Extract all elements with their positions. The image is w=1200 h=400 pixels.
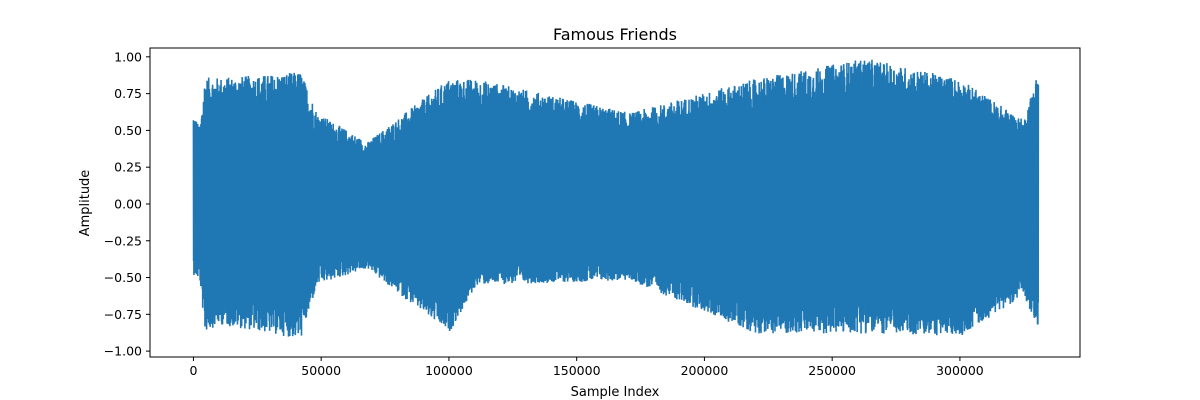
x-tick-label: 300000 — [936, 363, 984, 378]
x-tick-label: 100000 — [425, 363, 473, 378]
series-group — [192, 59, 1040, 337]
y-tick-label: 0.25 — [114, 160, 142, 175]
y-tick-label: 0.75 — [114, 86, 142, 101]
y-tick-label: −1.00 — [104, 344, 142, 359]
plot-area — [149, 47, 1081, 358]
x-tick-label: 150000 — [553, 363, 601, 378]
x-tick-label: 200000 — [681, 363, 729, 378]
y-axis: 1.00 0.75 0.50 0.25 0.00 −0.25 −0.50 −0.75 −1.00 — [104, 49, 150, 359]
x-axis: 0 50000 100000 150000 200000 250000 300000 — [189, 357, 984, 378]
waveform-line — [192, 59, 1040, 337]
y-tick-label: −0.75 — [104, 307, 142, 322]
chart-title: Famous Friends — [553, 25, 677, 44]
y-tick-label: −0.25 — [104, 233, 142, 248]
x-tick-label: 0 — [189, 363, 197, 378]
axes-frame — [149, 47, 1081, 358]
y-axis-label: Amplitude — [78, 170, 93, 237]
x-tick-label: 50000 — [301, 363, 341, 378]
x-axis-label: Sample Index — [571, 385, 660, 400]
y-tick-label: 0.50 — [114, 123, 142, 138]
y-tick-label: 0.00 — [114, 196, 142, 211]
x-tick-label: 250000 — [808, 363, 856, 378]
y-tick-label: 1.00 — [114, 49, 142, 64]
y-tick-label: −0.50 — [104, 270, 142, 285]
